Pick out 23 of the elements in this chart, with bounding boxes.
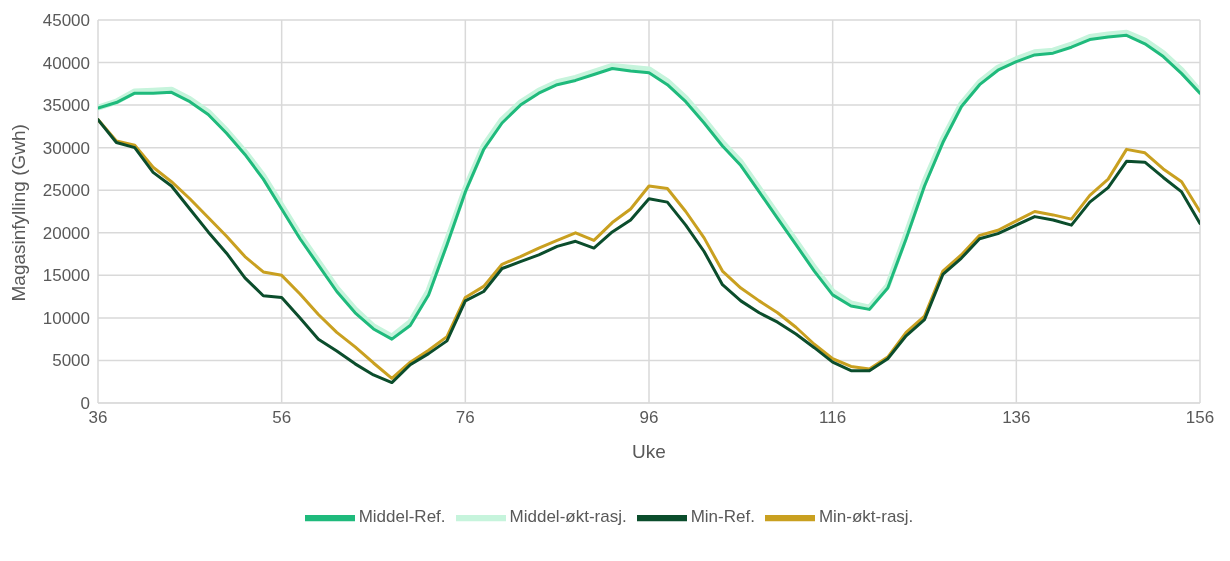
x-tick-label: 116 — [819, 408, 847, 428]
y-tick-label: 15000 — [42, 266, 90, 286]
legend-label: Middel-økt-rasj. — [509, 507, 627, 527]
y-tick-label: 10000 — [42, 308, 90, 328]
y-tick-label: 0 — [80, 394, 90, 414]
y-tick-label: 5000 — [52, 351, 90, 371]
y-tick-label: 30000 — [42, 138, 90, 158]
x-tick-label: 96 — [639, 408, 659, 428]
y-tick-label: 35000 — [42, 96, 90, 116]
y-tick-label: 45000 — [42, 11, 90, 31]
y-tick-label: 20000 — [42, 223, 90, 243]
y-tick-label: 25000 — [42, 181, 90, 201]
x-axis-title: Uke — [632, 441, 666, 463]
x-tick-label: 36 — [88, 408, 108, 428]
x-tick-label: 76 — [455, 408, 475, 428]
legend-label: Min-økt-rasj. — [818, 507, 914, 527]
x-tick-label: 136 — [1002, 408, 1031, 428]
legend-label: Min-Ref. — [690, 507, 755, 527]
y-tick-label: 40000 — [42, 53, 90, 73]
y-axis-title: Magasinfylling (Gwh) — [7, 124, 29, 302]
x-tick-label: 156 — [1185, 408, 1215, 428]
x-tick-label: 56 — [272, 408, 292, 428]
legend-label: Middel-Ref. — [358, 507, 446, 527]
